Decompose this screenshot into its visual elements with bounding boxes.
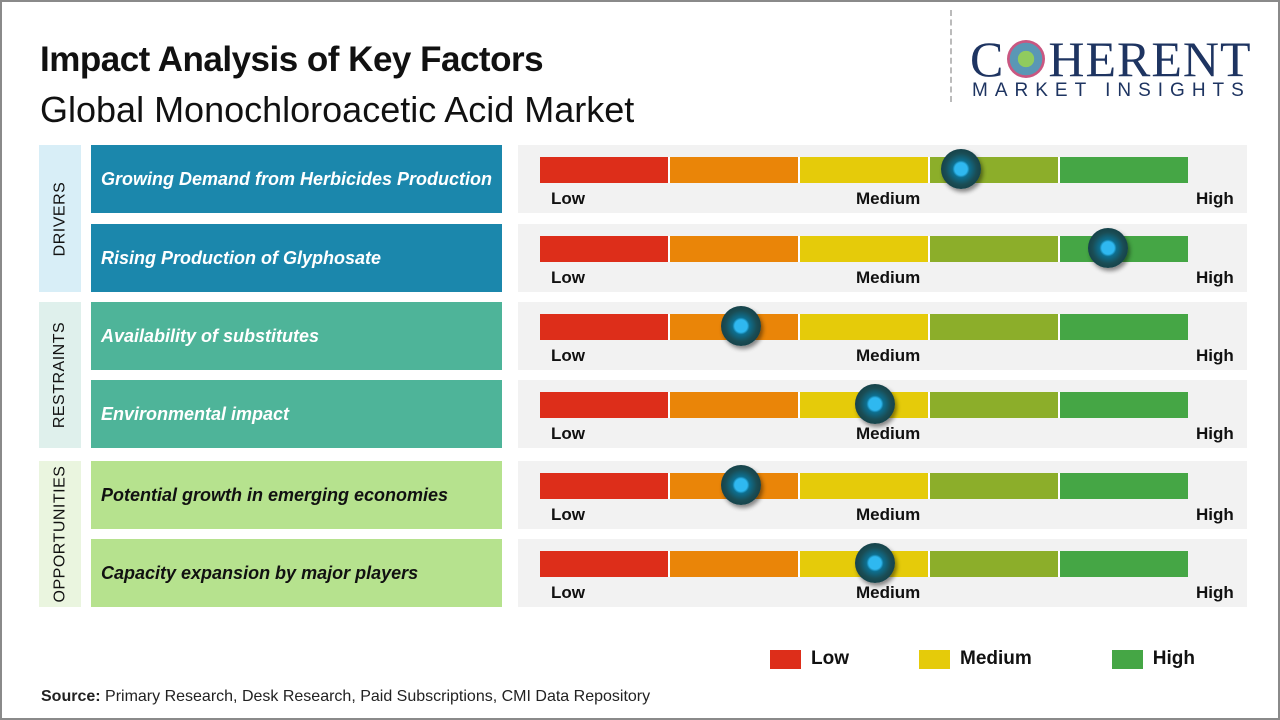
legend-swatch-low	[770, 649, 801, 669]
legend-label-medium: Medium	[960, 648, 1032, 669]
gauge-label-low: Low	[551, 268, 585, 287]
gauge-segment	[540, 236, 670, 262]
category-restraints: RESTRAINTS	[39, 302, 81, 448]
legend-label-high: High	[1152, 648, 1195, 669]
impact-knob-icon	[941, 149, 982, 189]
category-opportunities: OPPORTUNITIES	[39, 461, 81, 607]
impact-knob-icon	[855, 543, 896, 583]
gauge-segment	[800, 236, 930, 262]
gauge-label-low: Low	[551, 424, 585, 443]
gauge-label-high: High	[1196, 424, 1234, 443]
legend-label-low: Low	[811, 648, 849, 669]
gauge-bar	[540, 473, 1188, 499]
gauge-label-medium: Medium	[856, 189, 921, 208]
gauge-label-high: High	[1196, 583, 1234, 602]
gauge-label-medium: Medium	[856, 424, 921, 443]
gauge-label-medium: Medium	[856, 583, 921, 602]
source-text: Primary Research, Desk Research, Paid Su…	[100, 688, 651, 705]
page-title: Impact Analysis of Key Factors	[40, 40, 544, 79]
gauge-segment	[540, 551, 670, 577]
gauge-segment	[670, 236, 800, 262]
gauge-segment	[1060, 473, 1188, 499]
globe-icon	[1007, 40, 1046, 78]
impact-gauge: Low Medium High	[518, 302, 1247, 370]
legend-swatch-medium	[919, 649, 950, 669]
factor-label: Growing Demand from Herbicides Productio…	[91, 145, 502, 213]
gauge-label-medium: Medium	[856, 505, 921, 524]
gauge-label-low: Low	[551, 346, 585, 365]
gauge-segment	[1060, 392, 1188, 418]
source-note: Source: Primary Research, Desk Research,…	[41, 688, 650, 706]
legend-swatch-high	[1111, 649, 1143, 669]
impact-gauge: Low Medium High	[518, 145, 1247, 213]
category-label: RESTRAINTS	[51, 321, 68, 429]
impact-knob-icon	[720, 465, 761, 505]
gauge-bar	[540, 314, 1188, 340]
gauge-label-low: Low	[551, 505, 585, 524]
logo: C HERENT	[970, 30, 1252, 88]
logo-text-left: C	[970, 31, 1005, 87]
gauge-segment	[670, 551, 800, 577]
gauge-segment	[1060, 314, 1188, 340]
category-label: DRIVERS	[51, 181, 68, 256]
gauge-label-low: Low	[551, 583, 585, 602]
gauge-bar	[540, 236, 1188, 262]
factor-label: Environmental impact	[91, 380, 502, 448]
gauge-bar	[540, 392, 1188, 418]
gauge-segment	[540, 392, 670, 418]
source-label: Source:	[41, 688, 101, 705]
gauge-segment	[540, 473, 670, 499]
impact-gauge: Low Medium High	[518, 380, 1247, 448]
legend: Low Medium High	[770, 648, 1195, 670]
gauge-segment	[670, 392, 800, 418]
category-drivers: DRIVERS	[39, 145, 81, 292]
impact-knob-icon	[855, 384, 896, 424]
factor-label: Availability of substitutes	[91, 302, 502, 370]
gauge-label-high: High	[1196, 189, 1234, 208]
gauge-segment	[800, 314, 930, 340]
gauge-segment	[800, 157, 930, 183]
gauge-segment	[930, 236, 1060, 262]
impact-gauge: Low Medium High	[518, 461, 1247, 529]
gauge-segment	[540, 157, 670, 183]
impact-knob-icon	[720, 306, 761, 346]
gauge-label-high: High	[1196, 346, 1234, 365]
impact-gauge: Low Medium High	[518, 224, 1247, 292]
gauge-label-high: High	[1196, 505, 1234, 524]
gauge-segment	[540, 314, 670, 340]
divider	[950, 10, 952, 102]
gauge-segment	[1060, 551, 1188, 577]
gauge-segment	[1060, 157, 1188, 183]
factor-label: Capacity expansion by major players	[91, 539, 502, 607]
gauge-segment	[930, 551, 1060, 577]
gauge-segment	[930, 314, 1060, 340]
page-subtitle: Global Monochloroacetic Acid Market	[40, 89, 635, 130]
impact-gauge: Low Medium High	[518, 539, 1247, 607]
gauge-bar	[540, 551, 1188, 577]
factor-label: Rising Production of Glyphosate	[91, 224, 502, 292]
logo-text-right: HERENT	[1048, 31, 1252, 87]
gauge-segment	[670, 157, 800, 183]
category-label: OPPORTUNITIES	[51, 465, 69, 603]
gauge-label-low: Low	[551, 189, 585, 208]
gauge-label-medium: Medium	[856, 346, 921, 365]
factor-label: Potential growth in emerging economies	[91, 461, 502, 529]
impact-knob-icon	[1088, 228, 1129, 268]
gauge-bar	[540, 157, 1188, 183]
logo-subtitle: MARKET INSIGHTS	[972, 80, 1251, 101]
gauge-label-medium: Medium	[856, 268, 921, 287]
gauge-label-high: High	[1196, 268, 1234, 287]
gauge-segment	[800, 473, 930, 499]
gauge-segment	[930, 392, 1060, 418]
gauge-segment	[930, 473, 1060, 499]
